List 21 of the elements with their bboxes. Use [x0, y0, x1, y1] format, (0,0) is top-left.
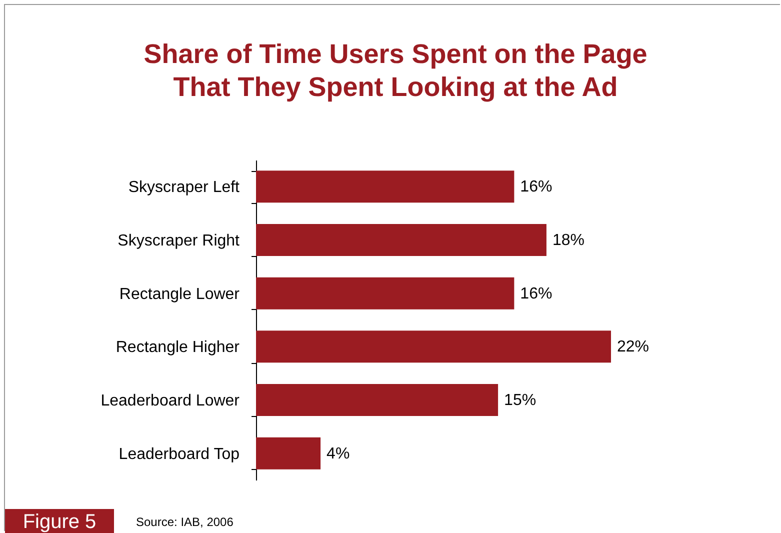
bar	[256, 330, 611, 363]
data-label: 4%	[326, 445, 350, 462]
bar	[256, 170, 514, 203]
y-tick-label: Rectangle Lower	[119, 286, 240, 303]
source-note: Source: IAB, 2006	[136, 515, 234, 529]
y-tick-label: Skyscraper Right	[118, 232, 240, 250]
data-label: 22%	[617, 338, 650, 356]
bar	[256, 437, 321, 470]
caption: Figure 5	[5, 509, 114, 533]
data-label: 16%	[520, 178, 552, 196]
y-tick-label: Leaderboard Top	[118, 446, 240, 463]
data-label: 18%	[552, 232, 584, 249]
y-tick-label: Rectangle Higher	[116, 339, 240, 356]
chart-title: Share of Time Users Spent on the Page That They Spent Looking at the Ad	[144, 39, 648, 102]
bar	[256, 277, 514, 310]
data-label: 15%	[504, 392, 536, 409]
bar	[256, 384, 498, 416]
bar	[256, 224, 546, 256]
y-tick-label: Leaderboard Lower	[100, 392, 240, 410]
y-tick-label: Skyscraper Left	[128, 179, 240, 196]
data-label: 16%	[520, 285, 552, 302]
